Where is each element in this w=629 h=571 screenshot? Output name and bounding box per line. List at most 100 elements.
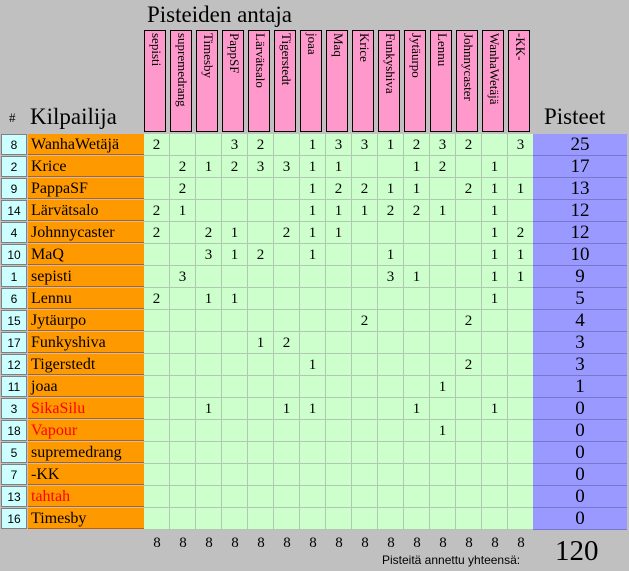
- score-cell: [222, 442, 248, 464]
- score-cell: 1: [326, 222, 352, 244]
- score-cell: [222, 508, 248, 530]
- score-cell: [326, 464, 352, 486]
- score-cell: [404, 442, 430, 464]
- score-cell: [300, 266, 326, 288]
- score-cell: [144, 398, 170, 420]
- score-cell: [274, 376, 300, 398]
- score-cell: 1: [326, 156, 352, 178]
- table-row: 17 Funkyshiva 1 2 3: [0, 332, 629, 354]
- giver-header-row: sepisti supremedrang Timesby PappSF Lärvätsa…: [144, 30, 533, 134]
- score-cell: [326, 310, 352, 332]
- score-cell: [170, 244, 196, 266]
- rank-number: 8: [1, 134, 27, 155]
- column-total: 8: [153, 535, 161, 551]
- score-cell: [508, 310, 534, 332]
- score-cell: 1: [274, 398, 300, 420]
- score-cell: 2: [378, 200, 404, 222]
- score-cell: 1: [482, 288, 508, 310]
- table-row: 10 MaQ 3 1 2 1 1 1 1 10: [0, 244, 629, 266]
- contestant-name: Funkyshiva: [28, 332, 144, 353]
- score-cell: [352, 376, 378, 398]
- score-cell: 3: [378, 266, 404, 288]
- rank-number: 3: [1, 398, 27, 419]
- score-cell: [300, 486, 326, 508]
- score-cell: [404, 244, 430, 266]
- score-cell: 2: [274, 222, 300, 244]
- score-cell: 3: [248, 156, 274, 178]
- column-total: 8: [231, 535, 239, 551]
- giver-name: -KK-: [513, 33, 528, 61]
- score-cell: 1: [508, 266, 534, 288]
- score-cell: [456, 486, 482, 508]
- score-cell: [326, 376, 352, 398]
- score-cell: [456, 376, 482, 398]
- giver-name: Krice: [357, 33, 372, 62]
- score-cell: [144, 376, 170, 398]
- score-cell: 2: [196, 222, 222, 244]
- rank-number: 16: [1, 508, 27, 529]
- score-cell: 3: [508, 134, 534, 156]
- giver-header: supremedrang: [170, 30, 192, 132]
- score-cell: [248, 200, 274, 222]
- score-cell: 2: [352, 310, 378, 332]
- rank-column-header: #: [9, 110, 16, 125]
- score-cell: [248, 288, 274, 310]
- score-cell: [274, 178, 300, 200]
- score-cell: [222, 200, 248, 222]
- score-cell: [430, 178, 456, 200]
- column-total: 8: [309, 535, 317, 551]
- score-cell: 1: [482, 156, 508, 178]
- score-cell: [508, 442, 534, 464]
- score-cell: [300, 376, 326, 398]
- score-cell: [482, 310, 508, 332]
- score-cell: [508, 376, 534, 398]
- score-cell: [378, 222, 404, 244]
- score-cell: [274, 134, 300, 156]
- score-cell: [352, 508, 378, 530]
- score-cell: [404, 332, 430, 354]
- score-cell: 1: [248, 332, 274, 354]
- score-cell: 1: [300, 178, 326, 200]
- score-cell: [352, 222, 378, 244]
- score-cell: [326, 398, 352, 420]
- rank-number: 4: [1, 222, 27, 243]
- grand-total: 120: [555, 535, 599, 567]
- score-cell: [274, 200, 300, 222]
- score-cell: [430, 508, 456, 530]
- giver-header: joaa: [300, 30, 322, 132]
- score-cell: [274, 508, 300, 530]
- score-cell: 1: [508, 178, 534, 200]
- rank-number: 5: [1, 442, 27, 463]
- score-cell: [352, 398, 378, 420]
- score-cell: [248, 222, 274, 244]
- score-cell: 1: [404, 398, 430, 420]
- score-cell: [456, 266, 482, 288]
- column-total: 8: [361, 535, 369, 551]
- score-cell: [404, 508, 430, 530]
- giver-header: sepisti: [144, 30, 166, 132]
- rank-number: 18: [1, 420, 27, 441]
- score-cell: 1: [482, 222, 508, 244]
- score-cell: 1: [300, 156, 326, 178]
- score-cell: 1: [482, 178, 508, 200]
- score-cell: [378, 398, 404, 420]
- score-cell: [300, 332, 326, 354]
- score-cell: [196, 178, 222, 200]
- table-row: 12 Tigerstedt 1 2 3: [0, 354, 629, 376]
- score-cell: [196, 354, 222, 376]
- table-row: 5 supremedrang 0: [0, 442, 629, 464]
- total-points: 12: [533, 200, 627, 222]
- giver-header: -KK-: [508, 30, 530, 132]
- score-cell: [196, 464, 222, 486]
- score-cell: [430, 266, 456, 288]
- score-cell: [144, 156, 170, 178]
- total-points: 12: [533, 222, 627, 244]
- score-cell: 3: [274, 156, 300, 178]
- contestant-name: tahtah: [28, 486, 144, 507]
- score-cell: [170, 442, 196, 464]
- column-total: 8: [413, 535, 421, 551]
- score-cell: [404, 288, 430, 310]
- score-cell: [196, 442, 222, 464]
- contestant-name: Lennu: [28, 288, 144, 309]
- score-cell: [404, 464, 430, 486]
